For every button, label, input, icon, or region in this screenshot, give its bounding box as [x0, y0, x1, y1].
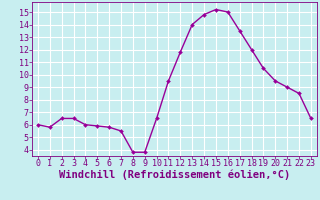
X-axis label: Windchill (Refroidissement éolien,°C): Windchill (Refroidissement éolien,°C) — [59, 170, 290, 180]
